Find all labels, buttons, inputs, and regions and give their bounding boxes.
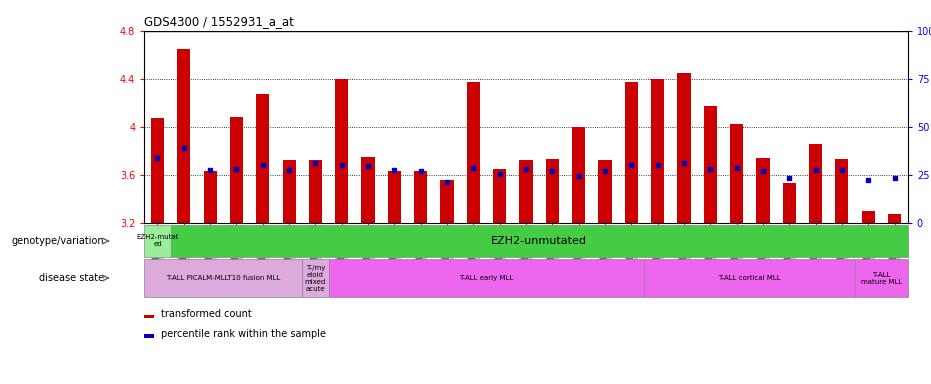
Bar [546,159,559,223]
Text: T-ALL cortical MLL: T-ALL cortical MLL [719,275,781,281]
Bar [678,73,691,223]
Text: percentile rank within the sample: percentile rank within the sample [160,329,326,339]
Bar [756,158,770,223]
Bar [144,225,170,257]
Bar [414,171,427,223]
Bar [144,334,155,338]
Bar [644,259,855,297]
Bar [309,161,322,223]
Bar [599,161,612,223]
Bar [151,118,164,223]
Bar [783,183,796,223]
Bar [440,180,453,223]
Bar [855,259,908,297]
Text: T-ALL PICALM-MLLT10 fusion MLL: T-ALL PICALM-MLLT10 fusion MLL [166,275,280,281]
Bar [177,49,190,223]
Bar [256,94,269,223]
Text: genotype/variation: genotype/variation [11,236,104,246]
Bar [329,259,644,297]
Bar [466,82,480,223]
Bar [388,171,401,223]
Bar [651,79,664,223]
Bar [144,259,303,297]
Bar [144,314,155,318]
Bar [835,159,848,223]
Text: T-/my
eloid
mixed
acute: T-/my eloid mixed acute [304,265,326,291]
Bar [888,214,901,223]
Bar [303,259,329,297]
Bar [704,106,717,223]
Bar [493,169,506,223]
Bar [809,144,822,223]
Bar [519,161,533,223]
Bar [204,171,217,223]
Text: T-ALL
mature MLL: T-ALL mature MLL [861,271,902,285]
Bar [862,211,875,223]
Text: EZH2-unmutated: EZH2-unmutated [492,236,587,246]
Text: transformed count: transformed count [160,310,251,319]
Text: T-ALL early MLL: T-ALL early MLL [459,275,514,281]
Bar [230,117,243,223]
Text: EZH2-mutat
ed: EZH2-mutat ed [136,235,179,247]
Bar [282,161,296,223]
Bar [730,124,743,223]
Bar [625,82,638,223]
Bar [572,127,586,223]
Text: GDS4300 / 1552931_a_at: GDS4300 / 1552931_a_at [144,15,294,28]
Bar [335,79,348,223]
Bar [361,157,374,223]
Text: disease state: disease state [39,273,104,283]
